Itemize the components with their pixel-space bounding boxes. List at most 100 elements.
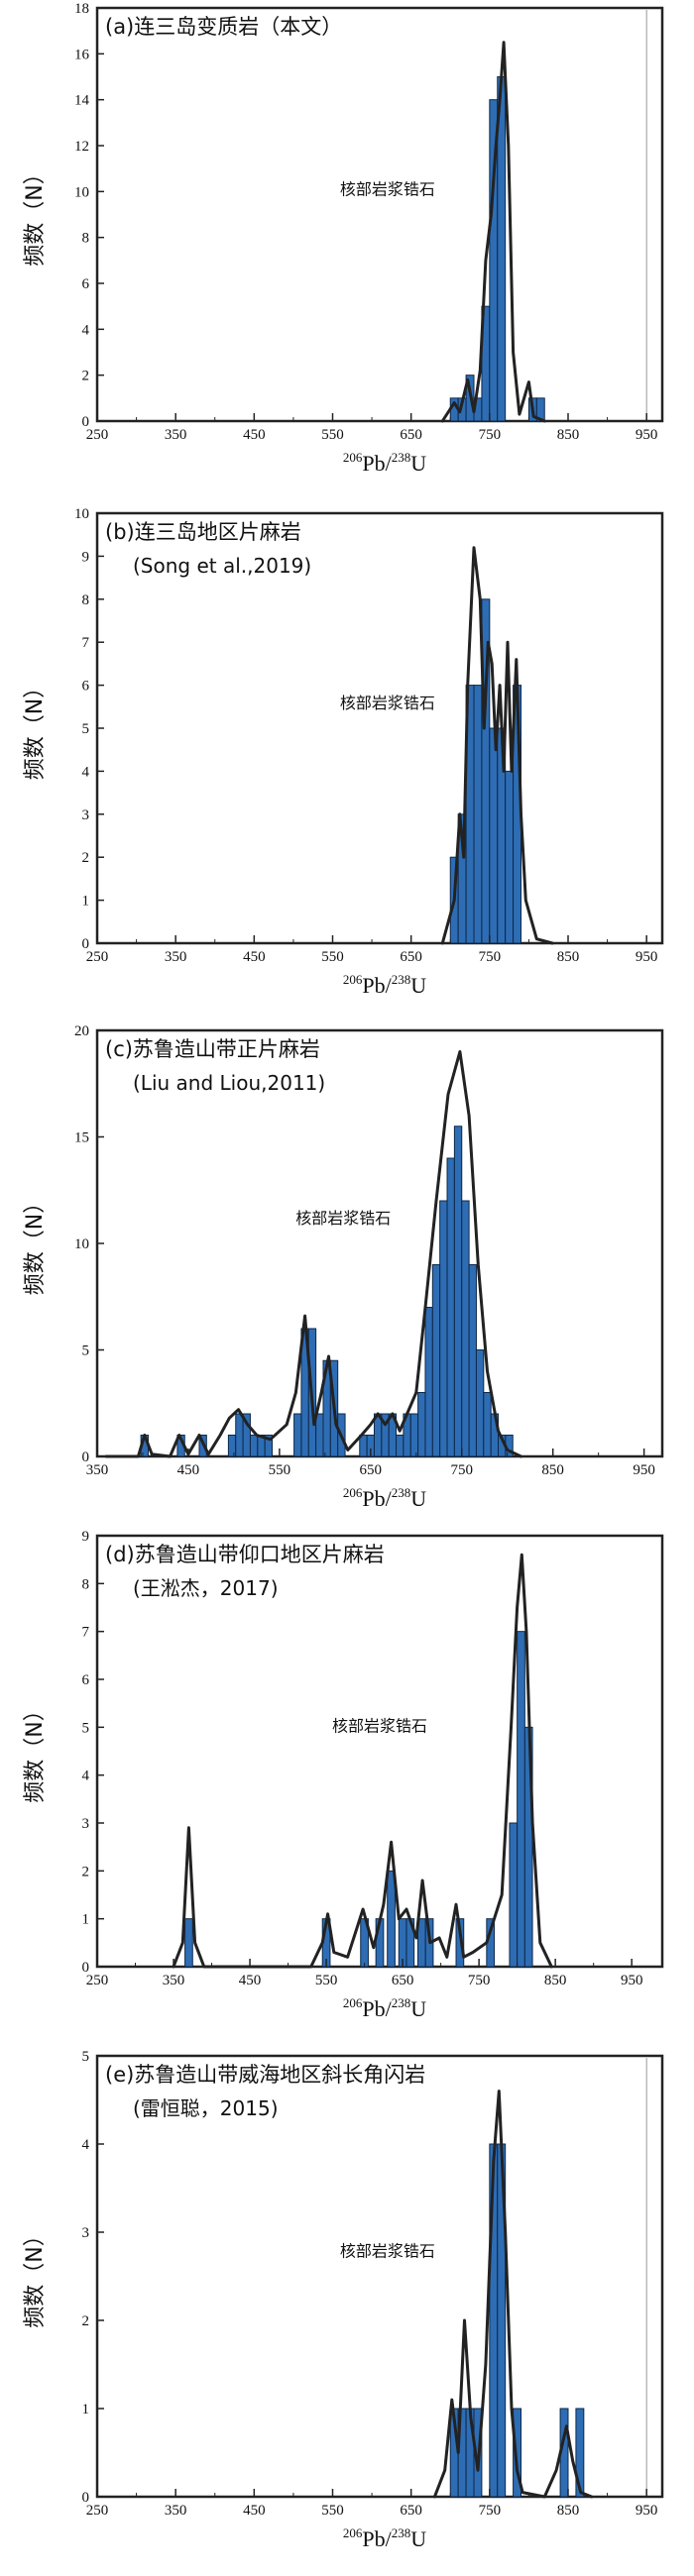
x-axis-label-superscript: 206 <box>343 2525 363 2540</box>
x-tick-label: 650 <box>360 1462 383 1478</box>
x-axis-label-text: Pb/ <box>362 1486 392 1511</box>
annotation-label: 核部岩浆锆石 <box>340 2242 435 2261</box>
x-tick-label: 550 <box>315 1973 338 1988</box>
histogram-bar <box>184 1918 193 1968</box>
x-axis-label-text: Pb/ <box>362 451 392 476</box>
x-tick-label: 350 <box>165 2503 187 2519</box>
y-tick-label: 16 <box>74 47 90 62</box>
histogram-bar <box>315 1413 324 1457</box>
y-tick-label: 15 <box>74 1130 89 1146</box>
y-tick-label: 8 <box>82 592 90 608</box>
x-axis-label-text: U <box>410 451 426 476</box>
histogram-bar <box>468 1264 477 1457</box>
histogram-bar <box>483 1392 492 1457</box>
histogram-bar <box>424 1307 433 1457</box>
x-axis-label: 206Pb/238U <box>343 1485 426 1511</box>
histogram-bar <box>249 1435 259 1457</box>
histogram-bar <box>417 1392 426 1457</box>
x-tick-label: 350 <box>86 1462 109 1478</box>
y-tick-label: 2 <box>82 1864 90 1879</box>
chart-title: (a)连三岛变质岩（本文） <box>105 15 342 39</box>
y-axis-label: 频数（N） <box>23 677 48 780</box>
x-axis-label-text: U <box>410 973 426 998</box>
x-tick-label: 850 <box>557 427 580 443</box>
y-tick-label: 2 <box>82 850 90 866</box>
x-tick-label: 550 <box>321 949 344 965</box>
y-axis-label: 频数（N） <box>23 162 48 266</box>
histogram-bar <box>409 1413 419 1457</box>
x-tick-label: 650 <box>392 1973 414 1988</box>
histogram-bar <box>387 1870 396 1968</box>
y-tick-label: 14 <box>74 93 90 109</box>
y-tick-label: 7 <box>82 635 90 651</box>
chart-title: (e)苏鲁造山带威海地区斜长角闪岩 <box>105 2063 425 2087</box>
plot-frame <box>95 511 664 945</box>
y-tick-label: 7 <box>82 1625 90 1641</box>
chart-subtitle: (王淞杰，2017) <box>133 1576 279 1600</box>
chart-title: (c)苏鲁造山带正片麻岩 <box>105 1037 320 1061</box>
y-tick-label: 10 <box>74 1236 89 1252</box>
x-tick-label: 950 <box>621 1973 643 1988</box>
chart-title: (b)连三岛地区片麻岩 <box>105 520 301 544</box>
histogram-bar <box>517 1631 525 1968</box>
y-tick-label: 3 <box>82 1816 90 1832</box>
y-tick-label: 20 <box>74 1023 89 1039</box>
y-tick-label: 4 <box>82 764 90 780</box>
histogram-bar <box>513 2408 521 2498</box>
histogram-bar <box>264 1435 274 1457</box>
y-tick-label: 5 <box>82 1343 90 1359</box>
y-tick-label: 0 <box>82 2490 90 2506</box>
y-tick-label: 4 <box>82 1769 90 1784</box>
y-axis-label: 频数（N） <box>23 2224 48 2327</box>
histogram-bar <box>359 1435 368 1457</box>
y-tick-label: 8 <box>82 1576 90 1592</box>
x-axis-label-superscript: 206 <box>343 450 363 465</box>
x-tick-label: 650 <box>400 427 422 443</box>
x-axis-label: 206Pb/238U <box>343 1995 426 2021</box>
x-tick-label: 450 <box>243 949 266 965</box>
x-axis-label-superscript: 206 <box>343 1485 363 1500</box>
histogram-bar <box>431 1264 441 1457</box>
x-tick-label: 950 <box>636 2503 658 2519</box>
x-tick-label: 850 <box>557 2503 580 2519</box>
x-axis-label-text: U <box>410 1486 426 1511</box>
x-axis-label-superscript: 206 <box>343 972 363 987</box>
annotation-label: 核部岩浆锆石 <box>295 1209 391 1228</box>
histogram-bar <box>455 1918 465 1968</box>
x-tick-label: 750 <box>479 2503 502 2519</box>
x-axis-label: 206Pb/238U <box>343 450 426 476</box>
x-axis-label-text: Pb/ <box>362 2526 392 2551</box>
y-tick-label: 0 <box>82 414 90 430</box>
y-tick-label: 6 <box>82 1672 90 1688</box>
probability-curve <box>440 41 546 423</box>
x-tick-label: 450 <box>243 427 266 443</box>
y-tick-label: 10 <box>74 506 89 522</box>
y-tick-label: 18 <box>74 1 89 17</box>
x-tick-label: 850 <box>541 1462 564 1478</box>
y-tick-label: 9 <box>82 549 90 565</box>
x-axis-label-superscript: 206 <box>343 1995 363 2010</box>
y-tick-label: 8 <box>82 231 90 247</box>
x-tick-label: 450 <box>243 2503 266 2519</box>
histogram-bar <box>396 1435 405 1457</box>
y-tick-label: 1 <box>82 1912 90 1928</box>
x-tick-label: 650 <box>400 949 422 965</box>
histogram-bar <box>293 1413 302 1457</box>
histogram-bar <box>235 1413 244 1457</box>
x-tick-label: 250 <box>86 949 109 965</box>
x-tick-label: 250 <box>86 427 109 443</box>
x-tick-label: 750 <box>450 1462 473 1478</box>
x-axis-label-superscript: 238 <box>392 1995 411 2010</box>
plot-frame <box>95 2054 664 2499</box>
x-tick-label: 550 <box>321 427 344 443</box>
x-tick-label: 550 <box>321 2503 344 2519</box>
annotation-label: 核部岩浆锆石 <box>340 180 435 199</box>
x-tick-label: 750 <box>479 949 502 965</box>
histogram-bar <box>446 1157 455 1457</box>
y-tick-label: 6 <box>82 679 90 695</box>
y-tick-label: 5 <box>82 2049 90 2065</box>
x-axis-label-superscript: 238 <box>392 972 411 987</box>
x-tick-label: 950 <box>636 427 658 443</box>
probability-curve <box>440 546 554 945</box>
